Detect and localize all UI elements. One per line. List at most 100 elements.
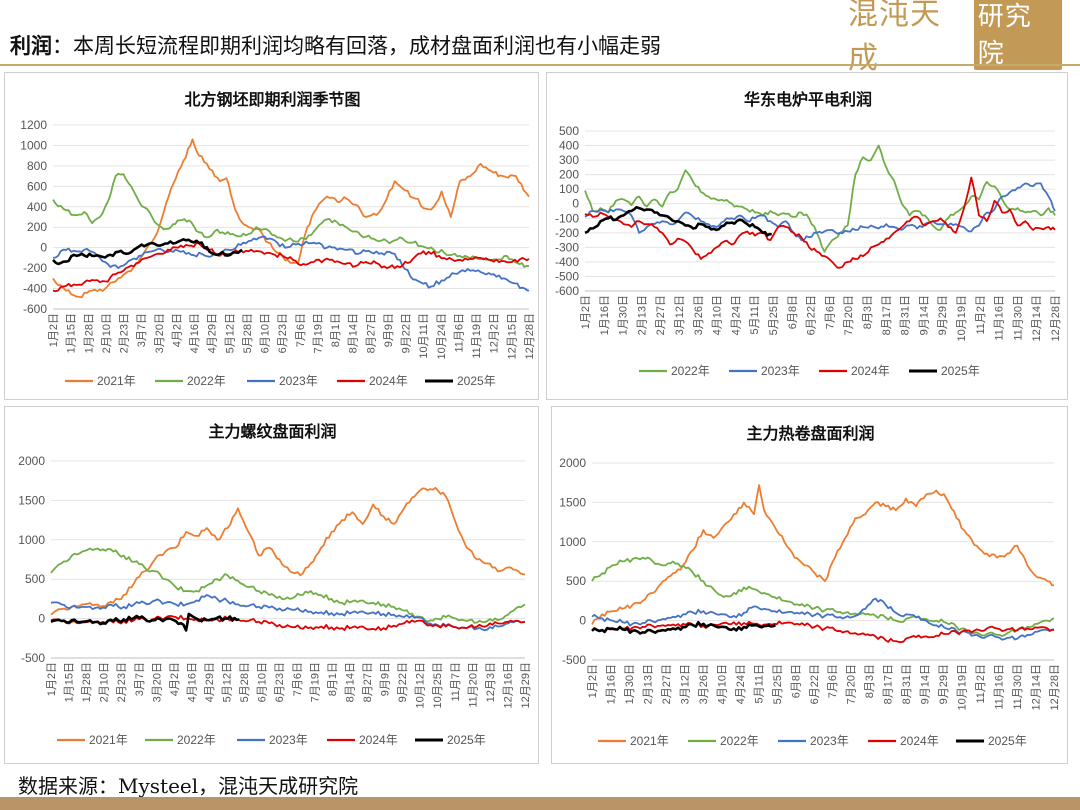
y-tick-label: 400 bbox=[27, 200, 47, 214]
chart-eaf: 华东电炉平电利润-600-500-400-300-200-10001002003… bbox=[555, 90, 1062, 378]
logo-main: 混沌天成 bbox=[848, 0, 941, 76]
series-line-2025年 bbox=[591, 621, 776, 635]
series-line-2022年 bbox=[584, 144, 1056, 253]
x-tick-label: 3月7日 bbox=[136, 313, 148, 347]
logo-box: 研究院 bbox=[973, 0, 1062, 70]
x-tick-label: 8月3日 bbox=[864, 664, 876, 698]
page-title: 利润：本周长短流程即期利润均略有回落，成材盘面利润也有小幅走弱 bbox=[10, 30, 661, 60]
chart-title: 主力螺纹盘面利润 bbox=[208, 422, 336, 441]
chart-title: 北方钢坯即期利润季节图 bbox=[184, 90, 360, 109]
chart-panel-hrc: 主力热卷盘面利润 -500 0 500 1000 1500 2000 1月2日 1月16日 1月3… bbox=[551, 406, 1068, 764]
x-tick-label: 8月27日 bbox=[365, 313, 377, 353]
legend-label: 2023年 bbox=[810, 734, 849, 748]
x-tick-label: 3月20日 bbox=[151, 662, 163, 702]
chart-title: 华东电炉平电利润 bbox=[744, 90, 872, 109]
x-tick-label: 1月16日 bbox=[599, 295, 611, 335]
page-title-bold: 利润 bbox=[10, 33, 52, 58]
x-tick-label: 4月24日 bbox=[730, 295, 742, 335]
x-tick-label: 1月30日 bbox=[624, 664, 636, 704]
chart-billet: 北方钢坯即期利润季节图 -600 -400 -200 0 200 400 600 800 1000… bbox=[20, 90, 536, 388]
x-tick-label: 9月9日 bbox=[380, 662, 392, 696]
x-tick-label: 2月13日 bbox=[636, 295, 648, 335]
x-tick-label: 7月6日 bbox=[292, 662, 304, 696]
y-tick-label: 1500 bbox=[559, 495, 586, 509]
x-tick-label: 7月20日 bbox=[843, 295, 855, 335]
x-tick-label: 12月16日 bbox=[502, 662, 514, 708]
x-tick-label: 1月30日 bbox=[618, 295, 630, 335]
y-tick-label: 0 bbox=[40, 241, 47, 255]
x-tick-label: 11月30日 bbox=[1012, 295, 1024, 341]
x-tick-label: 3月20日 bbox=[154, 313, 166, 353]
x-tick-label: 3月12日 bbox=[679, 664, 691, 704]
x-tick-label: 11月16日 bbox=[994, 295, 1006, 341]
y-tick-label: -200 bbox=[23, 261, 47, 275]
x-tick-label: 5月28日 bbox=[242, 313, 254, 353]
chart-hrc: 主力热卷盘面利润 -500 0 500 1000 1500 2000 1月2日 1月16日 1月3… bbox=[559, 424, 1061, 748]
x-tick-label: 4月29日 bbox=[207, 313, 219, 353]
y-tick-label: 2000 bbox=[18, 454, 45, 468]
x-tick-label: 1月2日 bbox=[587, 664, 599, 698]
x-tick-label: 5月25日 bbox=[772, 664, 784, 704]
x-tick-label: 1月2日 bbox=[48, 313, 60, 347]
x-tick-label: 3月12日 bbox=[674, 295, 686, 335]
chart-panel-rebar: 主力螺纹盘面利润 -500 0 500 1000 1500 2000 1月2日 1月15日 1月2… bbox=[4, 406, 539, 764]
x-tick-label: 5月11日 bbox=[749, 295, 761, 335]
data-source: 数据来源：Mysteel，混沌天成研究院 bbox=[18, 774, 359, 798]
x-tick-label: 5月12日 bbox=[222, 662, 234, 702]
x-tick-label: 10月11日 bbox=[418, 313, 430, 359]
legend-label: 2023年 bbox=[279, 374, 318, 388]
page-title-text: ：本周长短流程即期利润均略有回落，成材盘面利润也有小幅走弱 bbox=[52, 34, 661, 58]
footer-bar bbox=[0, 797, 1080, 810]
y-tick-label: 500 bbox=[25, 572, 45, 586]
legend-label: 2025年 bbox=[447, 733, 486, 747]
x-tick-label: 4月2日 bbox=[169, 662, 181, 696]
series-line-2024年 bbox=[50, 614, 526, 631]
x-tick-label: 8月3日 bbox=[862, 295, 874, 329]
x-tick-label: 8月31日 bbox=[900, 295, 912, 335]
series-line-2022年 bbox=[50, 547, 526, 624]
x-tick-label: 4月2日 bbox=[171, 313, 183, 347]
x-tick-label: 12月29日 bbox=[520, 662, 532, 708]
series-line-2024年 bbox=[584, 176, 1056, 269]
x-tick-label: 10月12日 bbox=[415, 662, 427, 708]
y-tick-label: 200 bbox=[27, 220, 47, 234]
x-tick-label: 6月10日 bbox=[257, 662, 269, 702]
series-line-2022年 bbox=[591, 556, 1055, 637]
series-line-2024年 bbox=[52, 241, 530, 293]
chart-panel-billet: 北方钢坯即期利润季节图 -600 -400 -200 0 200 400 600 800 1000… bbox=[4, 72, 539, 400]
x-tick-label: 9月29日 bbox=[938, 664, 950, 704]
x-tick-label: 11月6日 bbox=[453, 313, 465, 353]
x-tick-label: 6月22日 bbox=[809, 664, 821, 704]
legend-label: 2021年 bbox=[89, 733, 128, 747]
x-tick-label: 6月23日 bbox=[277, 313, 289, 353]
x-tick-label: 8月14日 bbox=[348, 313, 360, 353]
y-tick-label: 300 bbox=[559, 153, 579, 167]
series-line-2025年 bbox=[50, 612, 240, 632]
x-tick-label: 1月16日 bbox=[605, 664, 617, 704]
y-tick-label: 600 bbox=[27, 179, 47, 193]
x-tick-label: 7月20日 bbox=[846, 664, 858, 704]
series-line-2021年 bbox=[591, 484, 1055, 625]
x-tick-label: 9月22日 bbox=[397, 662, 409, 702]
y-tick-label: 0 bbox=[572, 197, 579, 211]
x-tick-label: 2月13日 bbox=[642, 664, 654, 704]
x-tick-label: 2月10日 bbox=[99, 662, 111, 702]
legend-label: 2025年 bbox=[941, 364, 980, 378]
series-line-2023年 bbox=[584, 182, 1056, 241]
x-tick-label: 1月15日 bbox=[64, 662, 76, 702]
legend-label: 2022年 bbox=[177, 733, 216, 747]
x-tick-label: 6月8日 bbox=[790, 664, 802, 698]
x-tick-label: 7月6日 bbox=[827, 664, 839, 698]
x-tick-label: 8月14日 bbox=[344, 662, 356, 702]
series-line-2023年 bbox=[52, 235, 530, 292]
logo: 混沌天成 研究院 bbox=[848, 0, 1062, 76]
x-tick-label: 11月2日 bbox=[975, 664, 987, 704]
y-tick-label: 200 bbox=[559, 168, 579, 182]
x-tick-label: 7月19日 bbox=[309, 662, 321, 702]
x-tick-label: 4月16日 bbox=[189, 313, 201, 353]
series-line-2023年 bbox=[591, 597, 1055, 641]
x-tick-label: 11月20日 bbox=[467, 662, 479, 708]
y-tick-label: 1500 bbox=[18, 493, 45, 507]
x-tick-label: 1月2日 bbox=[46, 662, 58, 696]
x-tick-label: 12月14日 bbox=[1031, 664, 1043, 710]
